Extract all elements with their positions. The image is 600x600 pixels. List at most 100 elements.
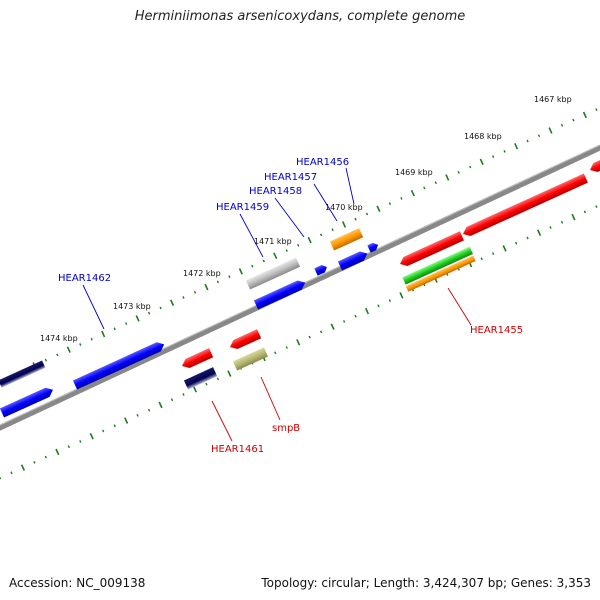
minor-tick bbox=[10, 471, 13, 475]
minor-tick bbox=[0, 476, 2, 480]
minor-tick bbox=[216, 377, 220, 381]
gene-feature bbox=[337, 251, 368, 271]
minor-tick bbox=[125, 322, 128, 325]
minor-tick bbox=[285, 249, 288, 252]
map-title: Herminiimonas arsenicoxydans, complete g… bbox=[134, 9, 466, 24]
minor-tick bbox=[595, 205, 598, 209]
lower-scale-ticks bbox=[0, 205, 598, 480]
minor-tick bbox=[549, 226, 552, 229]
gene-features-forward bbox=[0, 148, 600, 418]
minor-tick bbox=[354, 314, 357, 318]
kbp-label: 1469 kbp bbox=[395, 168, 433, 177]
gene-feature bbox=[463, 173, 588, 237]
kbp-scale-labels: 1467 kbp 1468 kbp 1469 kbp 1470 kbp 1471… bbox=[40, 95, 572, 343]
kbp-label: 1473 kbp bbox=[113, 302, 151, 311]
major-tick bbox=[582, 111, 587, 119]
minor-tick bbox=[526, 139, 529, 143]
kbp-label: 1470 kbp bbox=[325, 203, 363, 212]
kbp-label: 1474 kbp bbox=[40, 334, 78, 343]
gene-label: smpB bbox=[272, 423, 300, 434]
gene-feature bbox=[232, 347, 269, 371]
major-tick bbox=[238, 268, 243, 275]
gene-feature bbox=[72, 342, 165, 390]
minor-tick bbox=[319, 330, 323, 334]
major-tick bbox=[514, 142, 519, 150]
major-tick bbox=[227, 370, 232, 377]
minor-tick bbox=[331, 228, 334, 232]
gene-label: HEAR1461 bbox=[211, 444, 264, 455]
minor-tick bbox=[342, 320, 346, 323]
gene-label: HEAR1462 bbox=[58, 273, 111, 284]
kbp-label: 1467 kbp bbox=[534, 95, 572, 104]
minor-tick bbox=[228, 275, 231, 278]
minor-tick bbox=[365, 212, 369, 216]
minor-tick bbox=[572, 118, 575, 122]
minor-tick bbox=[388, 299, 392, 302]
minor-tick bbox=[170, 398, 174, 402]
gene-label: HEAR1456 bbox=[296, 157, 349, 168]
major-tick bbox=[445, 174, 450, 181]
major-tick bbox=[341, 221, 347, 228]
minor-tick bbox=[457, 170, 460, 174]
minor-tick bbox=[102, 429, 105, 433]
minor-tick bbox=[159, 306, 162, 310]
major-tick bbox=[376, 205, 381, 213]
gene-label: HEAR1455 bbox=[470, 325, 523, 336]
minor-tick bbox=[583, 210, 587, 214]
major-tick bbox=[548, 127, 553, 134]
major-tick bbox=[204, 283, 209, 291]
gene-feature bbox=[182, 348, 214, 369]
minor-tick bbox=[182, 296, 185, 299]
genome-summary-text: Topology: circular; Length: 3,424,307 bp… bbox=[261, 576, 591, 590]
major-tick bbox=[124, 417, 129, 424]
minor-tick bbox=[147, 408, 151, 412]
kbp-label: 1471 kbp bbox=[254, 237, 292, 246]
minor-tick bbox=[388, 202, 392, 205]
minor-tick bbox=[79, 343, 82, 346]
gene-feature bbox=[314, 265, 327, 276]
minor-tick bbox=[354, 217, 357, 221]
minor-tick bbox=[595, 108, 598, 112]
minor-tick bbox=[400, 197, 403, 200]
minor-tick bbox=[469, 165, 472, 169]
major-tick bbox=[479, 158, 484, 166]
minor-tick bbox=[90, 337, 93, 341]
major-tick bbox=[502, 245, 507, 252]
major-tick bbox=[364, 307, 370, 315]
kbp-label: 1468 kbp bbox=[464, 132, 502, 141]
minor-tick bbox=[492, 155, 495, 158]
major-tick bbox=[89, 432, 94, 440]
minor-tick bbox=[297, 243, 300, 247]
gene-features-reverse bbox=[182, 329, 269, 390]
minor-tick bbox=[113, 424, 116, 428]
gene-labels: HEAR1456 HEAR1457 HEAR1458 HEAR1459 HEAR… bbox=[58, 157, 523, 455]
accession-text: Accession: NC_009138 bbox=[9, 576, 146, 590]
gene-feature bbox=[230, 329, 262, 350]
gene-label: HEAR1457 bbox=[264, 172, 317, 183]
minor-tick bbox=[113, 327, 116, 331]
kbp-label: 1472 kbp bbox=[183, 269, 221, 278]
gene-feature bbox=[0, 387, 53, 418]
minor-tick bbox=[56, 353, 59, 357]
major-tick bbox=[273, 252, 278, 260]
major-tick bbox=[101, 330, 106, 338]
minor-tick bbox=[182, 393, 185, 396]
gene-feature bbox=[405, 255, 476, 292]
minor-tick bbox=[377, 304, 380, 308]
gene-feature bbox=[183, 367, 218, 390]
minor-tick bbox=[147, 311, 151, 315]
gene-feature bbox=[0, 360, 46, 388]
minor-tick bbox=[44, 455, 48, 459]
major-tick bbox=[571, 213, 576, 221]
major-tick bbox=[399, 292, 404, 299]
major-tick bbox=[296, 339, 301, 346]
minor-tick bbox=[44, 358, 48, 362]
major-tick bbox=[536, 229, 542, 237]
gene-feature bbox=[402, 246, 473, 285]
minor-tick bbox=[537, 134, 541, 138]
major-tick bbox=[410, 189, 415, 197]
gene-label: HEAR1459 bbox=[216, 202, 269, 213]
major-tick bbox=[158, 401, 163, 409]
minor-tick bbox=[285, 346, 288, 349]
